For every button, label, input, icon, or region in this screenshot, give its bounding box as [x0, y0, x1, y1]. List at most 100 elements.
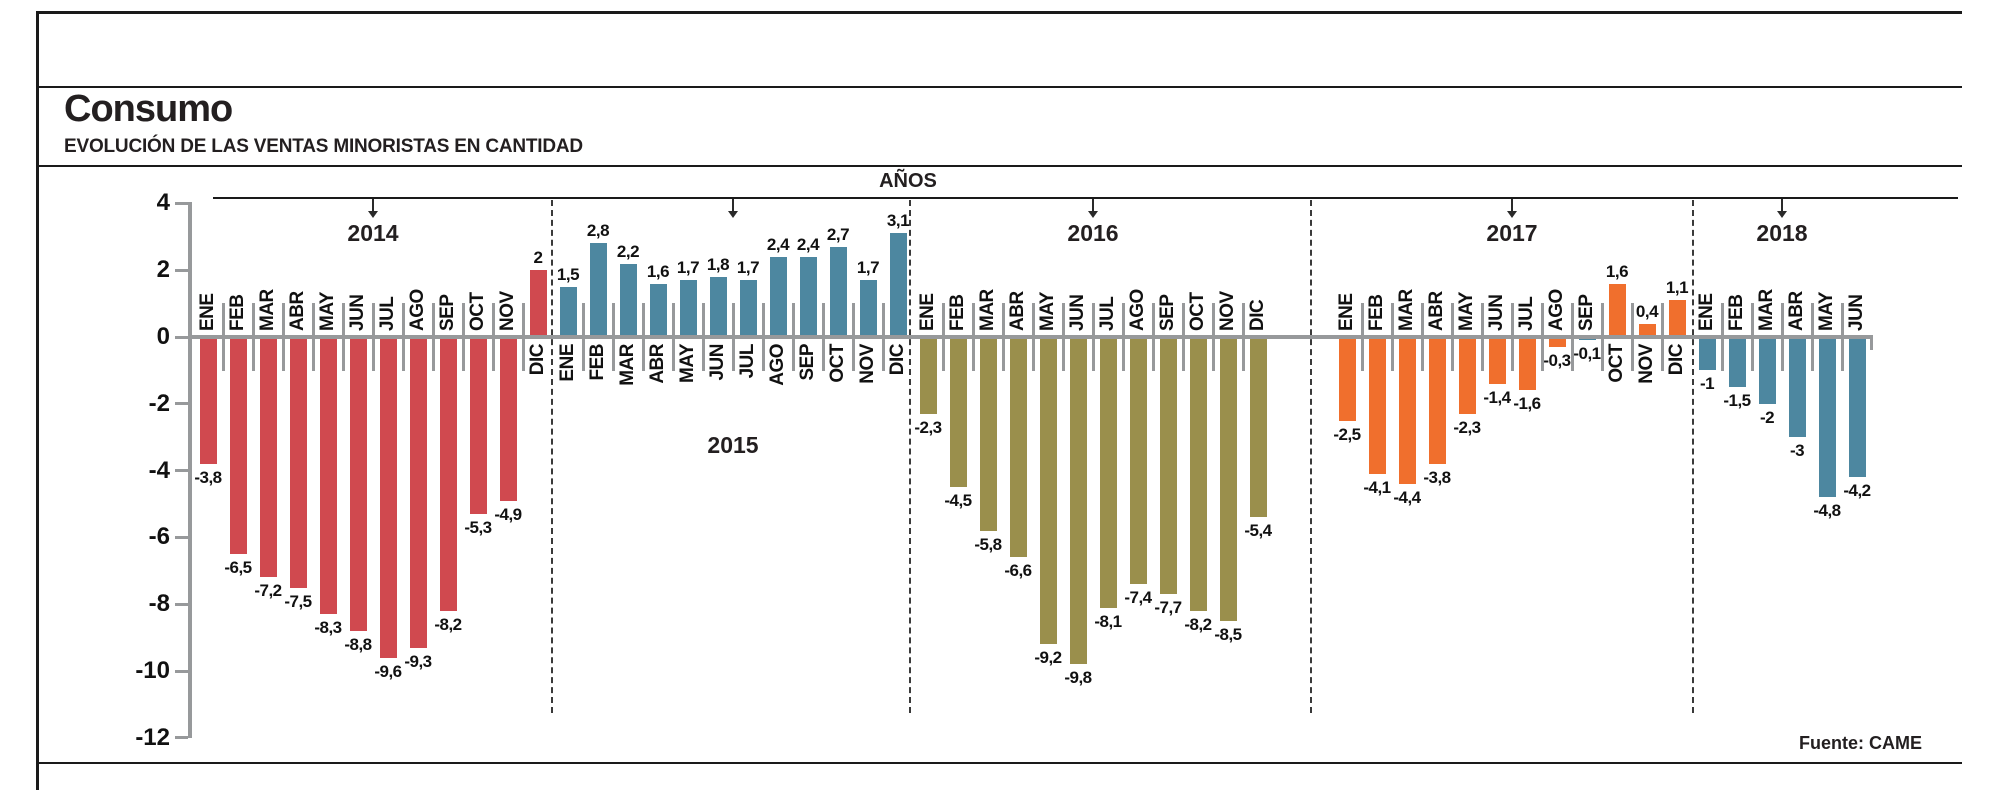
bar-2014-AGO	[409, 337, 427, 648]
y-axis-tick	[175, 201, 188, 205]
year-label-2016: 2016	[1067, 220, 1119, 246]
page-subtitle: EVOLUCIÓN DE LAS VENTAS MINORISTAS EN CA…	[64, 136, 583, 157]
month-label-2016-SEP: SEP	[1157, 294, 1178, 331]
month-label-2016-AGO: AGO	[1127, 289, 1148, 331]
bar-2014-ABR	[289, 337, 307, 588]
value-label-2016-MAR: -5,8	[974, 534, 1002, 554]
value-label-2016-DIC: -5,4	[1244, 521, 1272, 541]
value-label-2014-JUN: -8,8	[344, 634, 372, 654]
y-axis-label: -10	[135, 657, 170, 684]
bar-2016-JUN	[1069, 337, 1087, 665]
month-label-2014-SEP: SEP	[437, 294, 458, 331]
month-label-2015-OCT: OCT	[827, 344, 848, 383]
month-label-2017-ABR: ABR	[1426, 291, 1447, 331]
bar-2014-MAR	[259, 337, 277, 578]
year-arrow-line	[1511, 199, 1513, 211]
bar-2017-JUN	[1488, 337, 1506, 384]
value-label-2016-JUL: -8,1	[1094, 611, 1122, 631]
value-label-2014-ABR: -7,5	[284, 591, 312, 611]
y-axis-tick	[175, 402, 188, 406]
page-title: Consumo	[64, 88, 233, 130]
value-label-2015-ENE: 1,5	[556, 264, 580, 284]
value-label-2015-MAR: 2,2	[616, 241, 640, 261]
bar-2016-JUL	[1099, 337, 1117, 608]
bar-2018-MAR	[1758, 337, 1776, 404]
value-label-2014-JUL: -9,6	[374, 661, 402, 681]
month-label-2016-ENE: ENE	[917, 293, 938, 331]
year-separator	[551, 200, 553, 713]
month-label-2016-ABR: ABR	[1007, 291, 1028, 331]
value-label-2014-DIC: 2	[533, 248, 543, 268]
value-label-2017-ABR: -3,8	[1423, 467, 1451, 487]
month-label-2017-SEP: SEP	[1576, 294, 1597, 331]
year-label-2017: 2017	[1486, 220, 1538, 246]
value-label-2015-JUL: 1,7	[736, 258, 760, 278]
value-label-2014-SEP: -8,2	[434, 614, 462, 634]
year-arrow-line	[1781, 199, 1783, 211]
value-label-2017-NOV: 0,4	[1635, 301, 1659, 321]
source-credit: Fuente: CAME	[1799, 733, 1922, 753]
year-arrow-head	[1777, 211, 1787, 218]
year-label-2014: 2014	[347, 220, 399, 246]
value-label-2016-NOV: -8,5	[1214, 624, 1242, 644]
month-label-2014-ENE: ENE	[197, 293, 218, 331]
value-label-2015-ABR: 1,6	[646, 261, 670, 281]
month-label-2017-DIC: DIC	[1666, 344, 1687, 376]
value-label-2017-JUL: -1,6	[1513, 394, 1541, 414]
y-axis-label: -2	[148, 389, 170, 417]
y-axis-label: 4	[156, 189, 170, 217]
y-axis-label: -4	[148, 456, 170, 484]
month-label-2015-JUN: JUN	[707, 344, 728, 381]
bar-2017-MAR	[1398, 337, 1416, 484]
month-label-2015-ABR: ABR	[647, 344, 668, 384]
bar-2015-SEP	[799, 256, 817, 337]
month-label-2015-AGO: AGO	[767, 344, 788, 386]
y-axis-tick	[175, 736, 188, 740]
value-label-2016-ENE: -2,3	[914, 417, 942, 437]
bar-2014-DIC	[529, 270, 547, 337]
value-label-2017-MAR: -4,4	[1393, 487, 1421, 507]
y-axis-tick	[175, 469, 188, 473]
bar-2016-NOV	[1219, 337, 1237, 621]
y-axis-label: -8	[148, 590, 170, 618]
value-label-2014-AGO: -9,3	[404, 651, 432, 671]
y-axis-tick	[175, 669, 188, 673]
month-label-2016-DIC: DIC	[1247, 299, 1268, 331]
value-label-2017-OCT: 1,6	[1605, 261, 1629, 281]
month-label-2017-AGO: AGO	[1546, 289, 1567, 331]
bar-2014-NOV	[499, 337, 517, 501]
value-label-2018-MAR: -2	[1759, 407, 1775, 427]
value-label-2017-SEP: -0,1	[1573, 344, 1601, 364]
bar-2015-FEB	[589, 243, 607, 337]
bar-2017-JUL	[1518, 337, 1536, 391]
month-label-2017-OCT: OCT	[1606, 344, 1627, 383]
month-label-2015-DIC: DIC	[887, 344, 908, 376]
month-label-2015-MAY: MAY	[677, 344, 698, 383]
month-label-2016-MAY: MAY	[1037, 292, 1058, 331]
value-label-2018-ABR: -3	[1789, 441, 1805, 461]
value-label-2018-FEB: -1,5	[1723, 391, 1751, 411]
month-label-2018-MAR: MAR	[1756, 289, 1777, 331]
value-label-2017-ENE: -2,5	[1333, 424, 1361, 444]
value-label-2016-FEB: -4,5	[944, 491, 972, 511]
month-label-2016-OCT: OCT	[1187, 292, 1208, 331]
month-label-2017-ENE: ENE	[1336, 293, 1357, 331]
top-rule	[36, 11, 1962, 14]
value-label-2015-OCT: 2,7	[826, 224, 850, 244]
bottom-rule	[36, 762, 1962, 764]
bar-2017-AGO	[1548, 337, 1566, 348]
bar-2018-MAY	[1818, 337, 1836, 498]
value-label-2016-OCT: -8,2	[1184, 614, 1212, 634]
bar-2014-JUL	[379, 337, 397, 658]
month-label-2014-MAR: MAR	[257, 289, 278, 331]
value-label-2015-FEB: 2,8	[586, 221, 610, 241]
year-label-2018: 2018	[1756, 220, 1808, 246]
month-label-2017-NOV: NOV	[1636, 344, 1657, 384]
bar-2015-ABR	[649, 283, 667, 337]
month-label-2017-JUL: JUL	[1516, 296, 1537, 331]
month-label-2014-JUL: JUL	[377, 296, 398, 331]
zero-line	[190, 335, 1873, 339]
value-label-2014-ENE: -3,8	[194, 467, 222, 487]
year-arrow-line	[732, 199, 734, 211]
